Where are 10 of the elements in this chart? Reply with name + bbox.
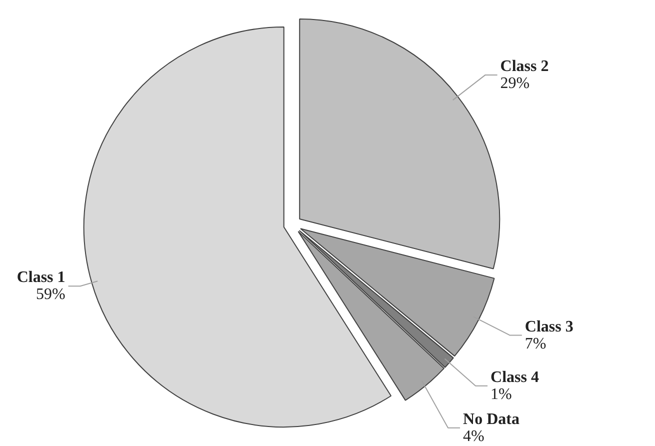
- data-label: 29%: [500, 74, 530, 92]
- slice-label: Class 1: [16, 269, 66, 286]
- slice-label: Class 3: [524, 318, 574, 336]
- data-label: 59%: [36, 286, 66, 304]
- slice-label: Class 2: [500, 58, 549, 75]
- data-label: 1%: [490, 386, 512, 403]
- data-label: 7%: [524, 335, 546, 352]
- slice-label: No Data: [463, 410, 520, 428]
- slice-label: Class 4: [490, 368, 539, 386]
- data-label: 4%: [463, 428, 484, 445]
